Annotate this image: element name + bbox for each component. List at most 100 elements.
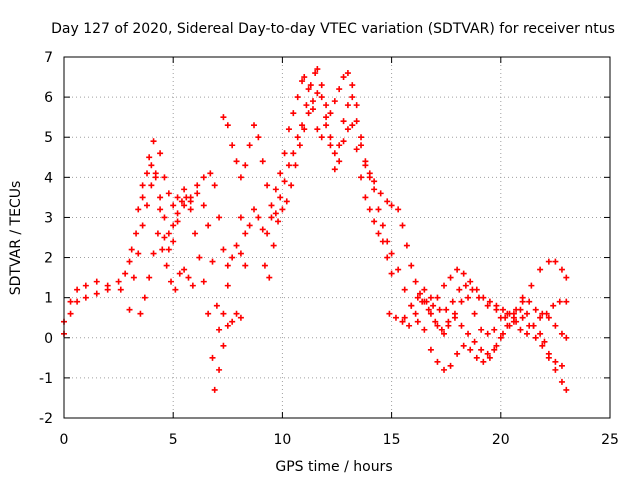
data-point: [323, 102, 330, 109]
data-point: [183, 194, 190, 201]
data-point: [327, 142, 334, 149]
data-point: [537, 330, 544, 337]
y-tick-label: 6: [44, 90, 53, 106]
data-point: [458, 322, 465, 329]
data-point: [336, 142, 343, 149]
data-point: [473, 354, 480, 361]
data-point: [220, 114, 227, 121]
data-point: [550, 302, 557, 309]
data-point: [379, 222, 386, 229]
data-point: [344, 102, 351, 109]
data-point: [196, 254, 203, 261]
data-point: [143, 202, 150, 209]
data-point: [207, 170, 214, 177]
data-point: [211, 182, 218, 189]
x-axis-label: GPS time / hours: [275, 459, 392, 475]
data-point: [375, 230, 382, 237]
data-point: [174, 218, 181, 225]
data-point: [340, 74, 347, 81]
data-point: [143, 170, 150, 177]
data-point: [259, 226, 266, 233]
data-point: [467, 278, 474, 285]
data-point: [532, 306, 539, 313]
series-trace-3: [126, 170, 244, 393]
y-tick-label: 5: [44, 130, 53, 146]
data-point: [314, 126, 321, 133]
data-point: [532, 334, 539, 341]
data-point: [237, 174, 244, 181]
data-point: [537, 266, 544, 273]
data-point: [318, 134, 325, 141]
data-point: [344, 126, 351, 133]
data-point: [213, 302, 220, 309]
data-point: [460, 342, 467, 349]
data-point: [290, 150, 297, 157]
data-point: [349, 94, 356, 101]
data-point: [157, 194, 164, 201]
data-point: [170, 202, 177, 209]
y-tick-label: 2: [44, 251, 53, 267]
data-point: [74, 286, 81, 293]
data-point: [392, 314, 399, 321]
data-point: [288, 182, 295, 189]
data-point: [312, 70, 319, 77]
data-point: [141, 294, 148, 301]
y-tick-label: 3: [44, 210, 53, 226]
data-point: [205, 310, 212, 317]
data-point: [126, 306, 133, 313]
data-point: [349, 82, 356, 89]
data-point: [275, 218, 282, 225]
data-point: [395, 206, 402, 213]
data-point: [414, 318, 421, 325]
data-point: [563, 334, 570, 341]
data-point: [379, 238, 386, 245]
data-point: [412, 278, 419, 285]
series-trace-10: [421, 266, 570, 341]
data-point: [484, 302, 491, 309]
data-point: [170, 222, 177, 229]
data-point: [259, 158, 266, 165]
data-point: [441, 366, 448, 373]
data-point: [318, 82, 325, 89]
data-point: [139, 194, 146, 201]
data-point: [229, 318, 236, 325]
data-point: [305, 110, 312, 117]
data-point: [168, 278, 175, 285]
data-point: [246, 142, 253, 149]
data-point: [499, 306, 506, 313]
data-point: [194, 190, 201, 197]
chart-title: Day 127 of 2020, Sidereal Day-to-day VTE…: [51, 21, 615, 37]
data-point: [261, 262, 268, 269]
x-tick-label: 15: [383, 432, 401, 448]
data-point: [268, 214, 275, 221]
data-points: [61, 66, 570, 393]
data-point: [486, 298, 493, 305]
data-point: [399, 318, 406, 325]
data-point: [209, 354, 216, 361]
data-point: [384, 198, 391, 205]
data-point: [192, 230, 199, 237]
data-point: [408, 262, 415, 269]
data-point: [139, 222, 146, 229]
data-point: [436, 306, 443, 313]
data-point: [340, 118, 347, 125]
data-point: [117, 286, 124, 293]
data-point: [358, 174, 365, 181]
axis-ticks: 0 5 10 15 20 25 -2 -1 0 1 2 3 4 5 6 7: [39, 50, 619, 448]
series-trace-2: [61, 162, 231, 333]
data-point: [161, 234, 168, 241]
data-point: [504, 322, 511, 329]
data-point: [375, 206, 382, 213]
data-point: [427, 346, 434, 353]
data-point: [283, 198, 290, 205]
data-point: [563, 386, 570, 393]
data-point: [434, 322, 441, 329]
data-point: [178, 198, 185, 205]
data-point: [237, 214, 244, 221]
data-point: [530, 322, 537, 329]
data-point: [541, 338, 548, 345]
data-point: [441, 282, 448, 289]
data-point: [150, 138, 157, 145]
y-tick-label: 0: [44, 331, 53, 347]
data-point: [497, 334, 504, 341]
